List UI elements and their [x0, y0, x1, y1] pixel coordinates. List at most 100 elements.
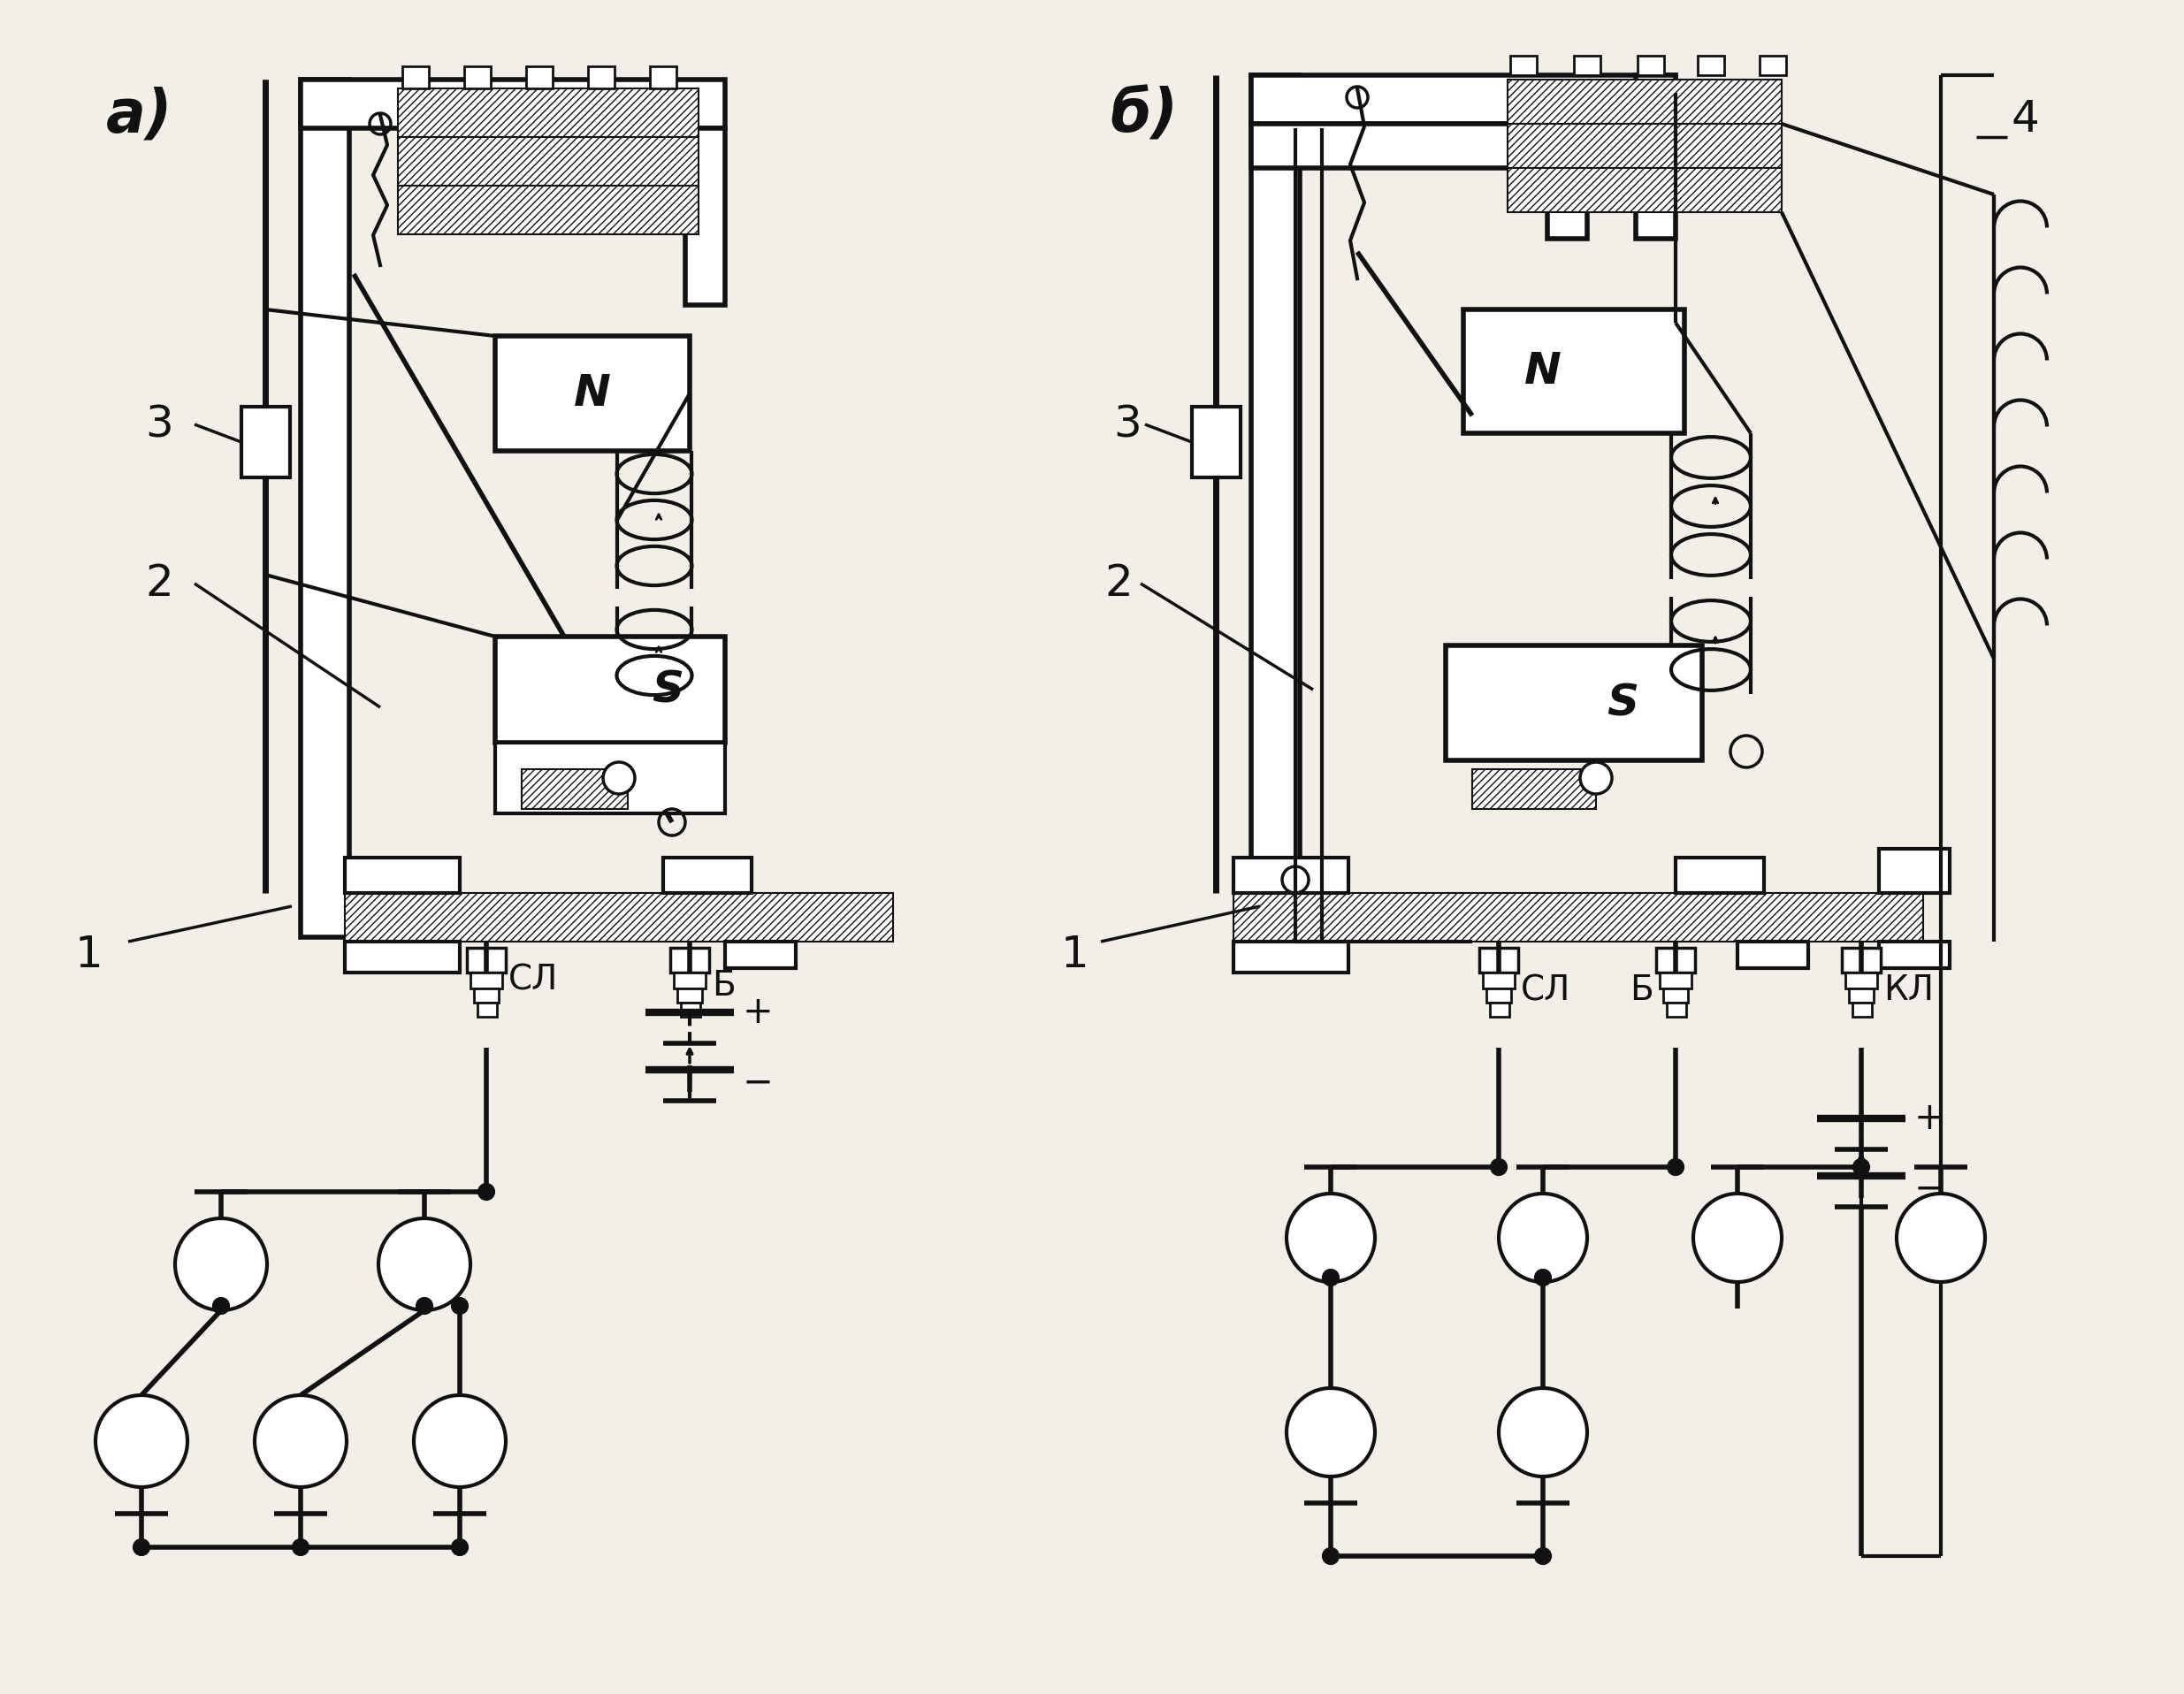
Bar: [345, 942, 461, 972]
Text: +: +: [743, 994, 773, 1032]
Circle shape: [175, 1218, 266, 1309]
Bar: [1760, 56, 1787, 75]
Bar: [1507, 80, 1782, 124]
Bar: [1507, 124, 1782, 168]
Bar: [402, 66, 428, 88]
Bar: [681, 1003, 701, 1016]
Bar: [345, 893, 893, 942]
Bar: [725, 942, 795, 969]
Bar: [1487, 989, 1511, 1003]
Text: КЛ: КЛ: [1883, 974, 1933, 1006]
Bar: [1489, 1003, 1509, 1016]
Bar: [474, 989, 498, 1003]
Bar: [1845, 972, 1878, 989]
Text: −: −: [1915, 1171, 1946, 1208]
Bar: [470, 972, 502, 989]
Circle shape: [1498, 1194, 1588, 1282]
Bar: [670, 947, 710, 972]
Text: S: S: [1607, 681, 1638, 723]
Circle shape: [1669, 1160, 1682, 1174]
Text: N: N: [1524, 351, 1562, 393]
Text: a): a): [107, 86, 173, 144]
Bar: [1636, 75, 1675, 239]
Circle shape: [417, 1299, 432, 1313]
Text: 3: 3: [144, 403, 173, 446]
Text: 2: 2: [144, 562, 173, 605]
Bar: [1664, 989, 1688, 1003]
Text: СЛ: СЛ: [509, 962, 559, 996]
Circle shape: [452, 1540, 467, 1555]
Circle shape: [135, 1540, 149, 1555]
Bar: [675, 972, 705, 989]
Bar: [1638, 56, 1664, 75]
Circle shape: [1579, 762, 1612, 794]
Bar: [686, 129, 725, 305]
Bar: [651, 66, 677, 88]
Bar: [664, 857, 751, 893]
Circle shape: [478, 1184, 494, 1199]
Circle shape: [1896, 1194, 1985, 1282]
Text: Б: Б: [1629, 974, 1653, 1006]
Circle shape: [603, 762, 636, 794]
Bar: [1507, 168, 1782, 212]
Circle shape: [1854, 1160, 1867, 1174]
Bar: [1575, 56, 1601, 75]
Bar: [397, 186, 699, 234]
Text: +: +: [1915, 1099, 1946, 1137]
Text: 2: 2: [1105, 562, 1133, 605]
Bar: [1251, 75, 1675, 124]
Bar: [1675, 857, 1765, 893]
Bar: [465, 66, 491, 88]
Text: СЛ: СЛ: [1520, 974, 1570, 1006]
Bar: [1666, 1003, 1686, 1016]
Text: 3: 3: [1114, 403, 1142, 446]
Bar: [1841, 947, 1880, 972]
Bar: [1878, 849, 1950, 893]
Bar: [1738, 942, 1808, 969]
Circle shape: [1535, 1270, 1551, 1284]
Bar: [397, 137, 699, 186]
Circle shape: [378, 1218, 470, 1309]
Bar: [1251, 75, 1299, 906]
Bar: [345, 857, 461, 893]
Circle shape: [1286, 1194, 1376, 1282]
Bar: [1472, 769, 1597, 810]
Bar: [1697, 56, 1723, 75]
Bar: [1548, 124, 1588, 239]
Bar: [301, 80, 349, 937]
Circle shape: [413, 1396, 507, 1487]
Bar: [526, 66, 553, 88]
Circle shape: [256, 1396, 347, 1487]
Bar: [1509, 56, 1538, 75]
Text: S: S: [651, 669, 684, 711]
Text: Б: Б: [712, 969, 736, 1003]
Bar: [522, 769, 627, 810]
Circle shape: [452, 1299, 467, 1313]
Bar: [1479, 947, 1518, 972]
Bar: [1483, 972, 1516, 989]
Circle shape: [1324, 1270, 1339, 1284]
Bar: [677, 989, 701, 1003]
Text: б): б): [1109, 86, 1177, 144]
Bar: [1852, 1003, 1872, 1016]
Text: −: −: [743, 1064, 773, 1101]
Circle shape: [96, 1396, 188, 1487]
Bar: [496, 637, 725, 742]
Bar: [242, 407, 290, 478]
Bar: [1234, 942, 1348, 972]
Bar: [397, 88, 699, 137]
Bar: [587, 66, 614, 88]
Circle shape: [1693, 1194, 1782, 1282]
Text: 4: 4: [2011, 98, 2040, 141]
Circle shape: [1498, 1387, 1588, 1477]
Bar: [1660, 972, 1690, 989]
Bar: [496, 742, 725, 813]
Bar: [1192, 407, 1241, 478]
Text: 1: 1: [74, 933, 103, 976]
Text: 1: 1: [1059, 933, 1088, 976]
Bar: [1234, 857, 1348, 893]
Bar: [1850, 989, 1874, 1003]
Circle shape: [1286, 1387, 1376, 1477]
Bar: [1446, 645, 1701, 761]
Bar: [1234, 893, 1924, 942]
